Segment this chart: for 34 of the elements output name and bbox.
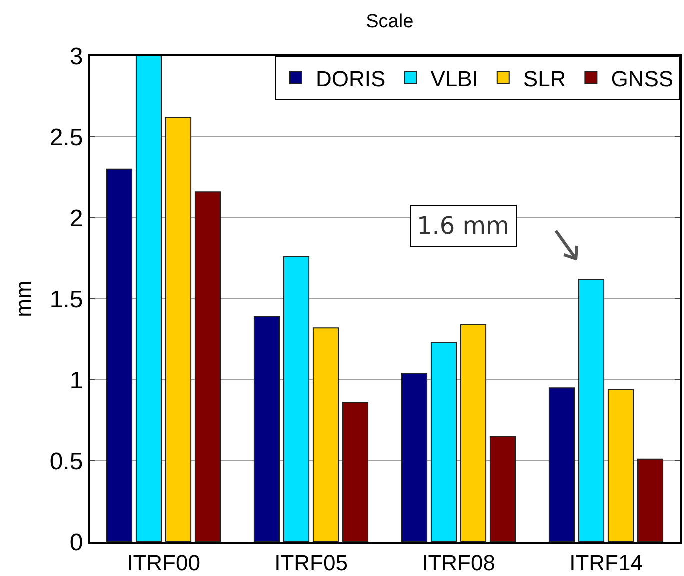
bar xyxy=(106,168,133,542)
bar xyxy=(548,388,576,542)
bar xyxy=(578,279,605,542)
bar xyxy=(254,316,280,542)
bar xyxy=(401,373,428,542)
y-tick-label: 0 xyxy=(70,529,84,556)
x-tick-label: ITRF00 xyxy=(127,550,200,576)
legend-label: VLBI xyxy=(430,66,478,92)
legend-label: GNSS xyxy=(611,66,674,92)
legend-label: SLR xyxy=(523,66,566,92)
bar xyxy=(165,117,192,542)
y-tick-label: 3 xyxy=(70,43,84,70)
bar xyxy=(608,389,634,542)
bar xyxy=(490,436,516,542)
y-tick-label: 1.5 xyxy=(50,286,84,314)
x-tick-label: ITRF08 xyxy=(422,550,496,576)
bar xyxy=(342,402,369,542)
chart-title: Scale xyxy=(366,12,414,33)
bar xyxy=(136,56,162,542)
legend-label: DORIS xyxy=(316,66,386,92)
x-tick-label: ITRF05 xyxy=(274,550,348,576)
bar xyxy=(194,192,222,542)
y-tick-label: 2.5 xyxy=(50,124,84,152)
bar xyxy=(637,458,664,542)
y-tick-label: 0.5 xyxy=(50,448,84,476)
bar xyxy=(460,324,487,542)
y-tick-label: 1 xyxy=(70,367,84,394)
x-tick-label: ITRF14 xyxy=(570,550,643,576)
bar xyxy=(312,328,340,542)
y-tick-label: 2 xyxy=(70,205,84,232)
bar xyxy=(283,256,310,542)
y-axis-title: mm xyxy=(11,280,36,318)
bar xyxy=(430,342,458,542)
annotation: 1.6 mm xyxy=(417,212,510,240)
